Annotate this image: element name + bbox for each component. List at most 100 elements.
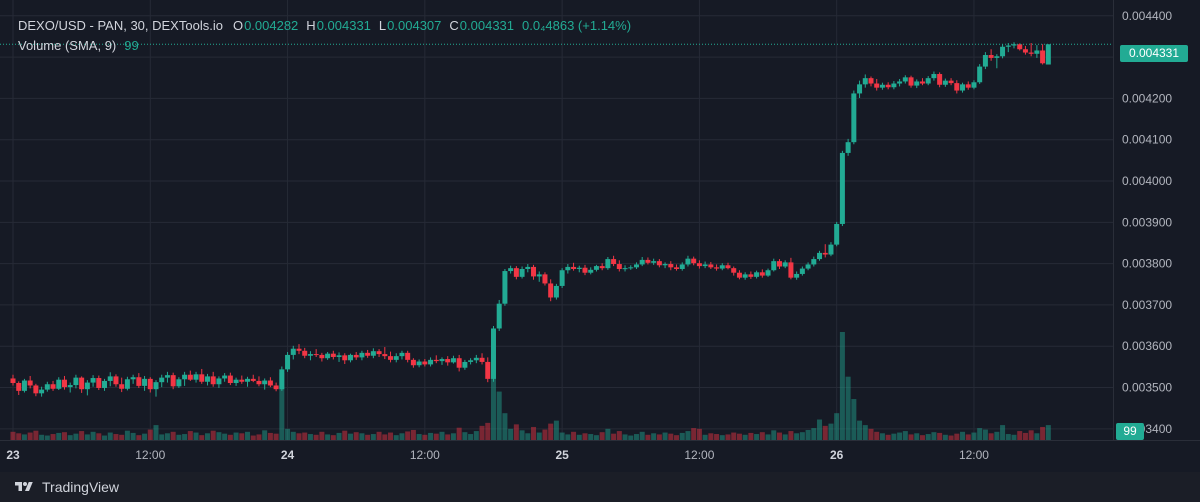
candle-body xyxy=(611,259,617,265)
candle xyxy=(193,371,199,383)
candle-body xyxy=(376,351,382,355)
candle xyxy=(319,352,325,362)
candle xyxy=(479,353,485,365)
volume-bar xyxy=(250,435,256,440)
candle xyxy=(347,353,353,363)
candle-body xyxy=(347,354,353,361)
candle xyxy=(874,78,880,91)
candle xyxy=(576,265,582,273)
candle xyxy=(279,366,285,391)
candle-body xyxy=(10,378,16,383)
candle-body xyxy=(73,377,79,386)
candle xyxy=(199,368,205,384)
candle xyxy=(353,352,359,360)
candle-body xyxy=(456,358,462,368)
candle xyxy=(473,354,479,364)
candle xyxy=(771,258,777,272)
candle-body xyxy=(1017,44,1023,50)
candle xyxy=(1022,45,1028,55)
volume-bar xyxy=(1028,430,1034,440)
volume-bar xyxy=(748,432,754,440)
volume-bar xyxy=(908,434,914,440)
candle-body xyxy=(639,259,645,265)
volume-bar xyxy=(942,434,948,440)
volume-bar xyxy=(765,434,771,440)
candle-body xyxy=(960,84,966,91)
volume-bar xyxy=(919,435,925,440)
candle-body xyxy=(531,266,537,277)
candle xyxy=(410,358,416,368)
candle-body xyxy=(908,77,914,86)
candlestick-chart[interactable]: 0.0044000.0043000.0042000.0041000.004000… xyxy=(0,0,1200,472)
candle-body xyxy=(696,263,702,267)
candle-body xyxy=(313,354,319,356)
candle-body xyxy=(919,81,925,84)
candle-body xyxy=(679,264,685,269)
candle-body xyxy=(61,379,67,388)
candle-body xyxy=(754,272,760,277)
candle-body xyxy=(937,74,943,85)
candle xyxy=(868,76,874,87)
candle-body xyxy=(788,262,794,278)
candle-body xyxy=(370,351,376,356)
volume-bar xyxy=(565,434,571,440)
last-price-tag: 0.004331 xyxy=(1120,45,1188,62)
volume-bar xyxy=(439,431,445,440)
candle xyxy=(794,271,800,280)
volume-bar xyxy=(393,435,399,440)
volume-bar xyxy=(937,432,943,440)
candle xyxy=(262,378,268,390)
candle xyxy=(651,258,657,265)
time-tick-label: 12:00 xyxy=(410,448,440,462)
volume-bar xyxy=(1045,425,1051,440)
candle-body xyxy=(56,379,62,389)
time-axis-labels[interactable]: 23 12:00 24 12:00 25 12:00 26 12:00 xyxy=(6,448,989,462)
candle-body xyxy=(593,266,599,270)
candle xyxy=(227,372,233,386)
candle-body xyxy=(405,352,411,360)
volume-bar xyxy=(633,434,639,440)
volume-bar xyxy=(771,430,777,440)
candle-body xyxy=(21,380,27,391)
volume-bar xyxy=(674,435,680,440)
tradingview-brand[interactable]: TradingView xyxy=(42,479,120,495)
candle xyxy=(691,256,697,266)
candle-body xyxy=(885,84,891,88)
volume-bar xyxy=(376,431,382,440)
candle-body xyxy=(633,264,639,268)
candle-body xyxy=(182,374,188,380)
candle xyxy=(571,262,577,271)
candle xyxy=(879,82,885,90)
candle xyxy=(44,381,50,392)
tradingview-logo-icon[interactable] xyxy=(12,480,36,494)
volume-bar xyxy=(531,426,537,440)
symbol-title[interactable]: DEXO/USD - PAN, 30, DEXTools.io xyxy=(18,18,223,33)
volume-bar xyxy=(965,434,971,440)
volume-bar xyxy=(588,434,594,440)
candle-body xyxy=(319,354,325,359)
volume-bar xyxy=(925,434,931,440)
candle-body xyxy=(245,378,251,382)
candle-body xyxy=(857,84,863,94)
volume-bar xyxy=(405,431,411,440)
candle xyxy=(960,82,966,93)
candle xyxy=(428,357,434,367)
volume-indicator-label[interactable]: Volume (SMA, 9) xyxy=(18,38,117,53)
candle xyxy=(942,78,948,87)
candle-body xyxy=(204,376,210,382)
candle-body xyxy=(765,270,771,276)
candle xyxy=(536,271,542,282)
candle-body xyxy=(513,268,519,277)
candle xyxy=(433,355,439,364)
candles xyxy=(10,42,1051,397)
candle-body xyxy=(1000,46,1006,57)
candle-body xyxy=(410,359,416,366)
candle xyxy=(313,349,319,357)
candle-body xyxy=(468,360,474,362)
volume-bar xyxy=(433,433,439,440)
candle xyxy=(925,76,931,86)
candle-body xyxy=(931,74,937,79)
volume-bar xyxy=(170,431,176,440)
volume-bar xyxy=(342,430,348,440)
candle xyxy=(445,356,451,366)
